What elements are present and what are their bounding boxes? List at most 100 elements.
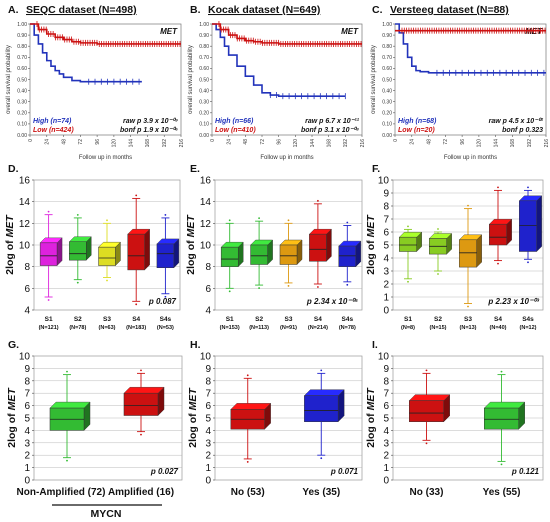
y-tick-label: 10: [200, 241, 212, 252]
y-tick-label: 8: [205, 262, 211, 273]
y-tick-label: 9: [205, 364, 211, 375]
box-red: [127, 233, 145, 271]
y-tick-label: 7: [383, 389, 389, 400]
mycn-group-label: MYCN: [91, 508, 122, 520]
category-label: No (33): [410, 487, 444, 498]
y-tick-label: 0.30: [17, 100, 27, 106]
category-label: S1: [226, 316, 234, 323]
stat-label: bonf p 3.1 x 10⁻⁰⁸: [301, 126, 359, 134]
category-label: Non-Amplified (72): [17, 487, 106, 498]
x-tick-label: 168: [145, 139, 151, 148]
x-tick-label: 120: [112, 139, 118, 148]
y-tick-label: 1.00: [382, 22, 392, 28]
x-axis-label: Follow up in months: [260, 155, 313, 161]
outlier-point: [76, 281, 79, 284]
x-tick-label: 72: [260, 139, 266, 145]
y-tick-label: 0.10: [382, 122, 392, 128]
y-tick-label: 0.20: [382, 111, 392, 117]
y-tick-label: 0.60: [382, 66, 392, 72]
x-tick-label: 48: [426, 139, 432, 145]
category-label: S2: [255, 316, 263, 323]
outlier-point: [437, 273, 439, 275]
x-axis-label: Follow up in months: [79, 155, 132, 161]
box-side: [144, 228, 150, 271]
y-tick-label: 0.70: [199, 55, 209, 61]
y-tick-label: 8: [383, 376, 389, 387]
box-green: [250, 244, 268, 265]
outlier-point: [425, 442, 428, 445]
y-axis-label: 2log of MET: [6, 387, 18, 448]
panel-title: SEQC dataset (N=498): [26, 4, 137, 16]
y-tick-label: 0.80: [199, 44, 209, 50]
box-top: [408, 394, 451, 401]
stat-label: p 0.121: [511, 467, 540, 476]
box-top: [483, 401, 526, 409]
category-label: S2: [74, 316, 82, 323]
y-tick-label: 2: [383, 280, 389, 291]
category-label: S4: [132, 316, 140, 323]
y-tick-label: 6: [205, 284, 211, 295]
y-tick-label: 4: [383, 426, 389, 437]
y-tick-label: 2: [205, 451, 211, 462]
category-count: (N=63): [99, 325, 116, 331]
y-tick-label: 0.40: [382, 88, 392, 94]
outlier-point: [135, 194, 138, 197]
outlier-point: [467, 305, 469, 308]
y-tick-label: 1: [383, 293, 389, 304]
survival-curve-high: [212, 23, 346, 97]
panel-letter: I.: [372, 339, 378, 351]
y-tick-label: 9: [24, 364, 30, 375]
box-top: [49, 401, 91, 409]
box-green: [69, 241, 87, 261]
category-label: Yes (55): [483, 487, 521, 498]
outlier-point: [527, 261, 529, 264]
y-axis-label: 2log of MET: [4, 214, 16, 275]
y-tick-label: 0.10: [17, 122, 27, 128]
y-tick-label: 0: [383, 476, 389, 487]
y-tick-label: 0.50: [199, 77, 209, 83]
box-lightgreen: [399, 236, 417, 252]
y-tick-label: 0.20: [199, 111, 209, 117]
plot-area: [211, 23, 363, 136]
x-tick-label: 96: [276, 139, 282, 145]
legend-entry-high: High (n=66): [215, 118, 254, 125]
category-label: S3: [285, 316, 293, 323]
y-tick-label: 6: [383, 401, 389, 412]
stat-label: p 0.027: [150, 467, 179, 476]
category-label: S4s: [342, 316, 354, 323]
category-count: (N=183): [126, 325, 146, 331]
y-tick-label: 10: [19, 241, 31, 252]
y-tick-label: 0: [24, 476, 30, 487]
outlier-point: [287, 219, 290, 222]
outlier-point: [66, 459, 68, 462]
category-label: S2: [434, 316, 442, 323]
outlier-point: [317, 286, 319, 288]
y-tick-label: 0.20: [17, 111, 27, 117]
legend-entry-low: Low (n=20): [398, 127, 435, 134]
y-axis-label: 2log of MET: [185, 214, 197, 275]
y-axis-label: 2log of MET: [187, 387, 199, 448]
x-tick-label: 24: [410, 139, 416, 145]
outlier-point: [437, 228, 439, 230]
y-tick-label: 0.70: [382, 55, 392, 61]
outlier-point: [500, 463, 503, 466]
y-axis-label: overall survival probability: [371, 45, 377, 114]
x-tick-label: 48: [61, 139, 67, 145]
y-tick-label: 0.60: [199, 66, 209, 72]
y-tick-label: 1: [383, 463, 389, 474]
category-count: (N=214): [308, 325, 328, 331]
y-tick-label: 14: [19, 197, 31, 208]
y-tick-label: 0: [205, 476, 211, 487]
y-tick-label: 4: [383, 254, 389, 265]
y-tick-label: 9: [383, 364, 389, 375]
x-tick-label: 96: [460, 139, 466, 145]
box-red: [309, 233, 327, 262]
outlier-point: [47, 299, 50, 301]
category-count: (N=53): [157, 325, 174, 331]
outlier-point: [76, 214, 79, 216]
box-side: [536, 195, 542, 252]
y-tick-label: 3: [205, 438, 211, 449]
stat-label: p 2.23 x 10⁻⁰³: [487, 297, 539, 306]
category-label: S3: [103, 316, 111, 323]
